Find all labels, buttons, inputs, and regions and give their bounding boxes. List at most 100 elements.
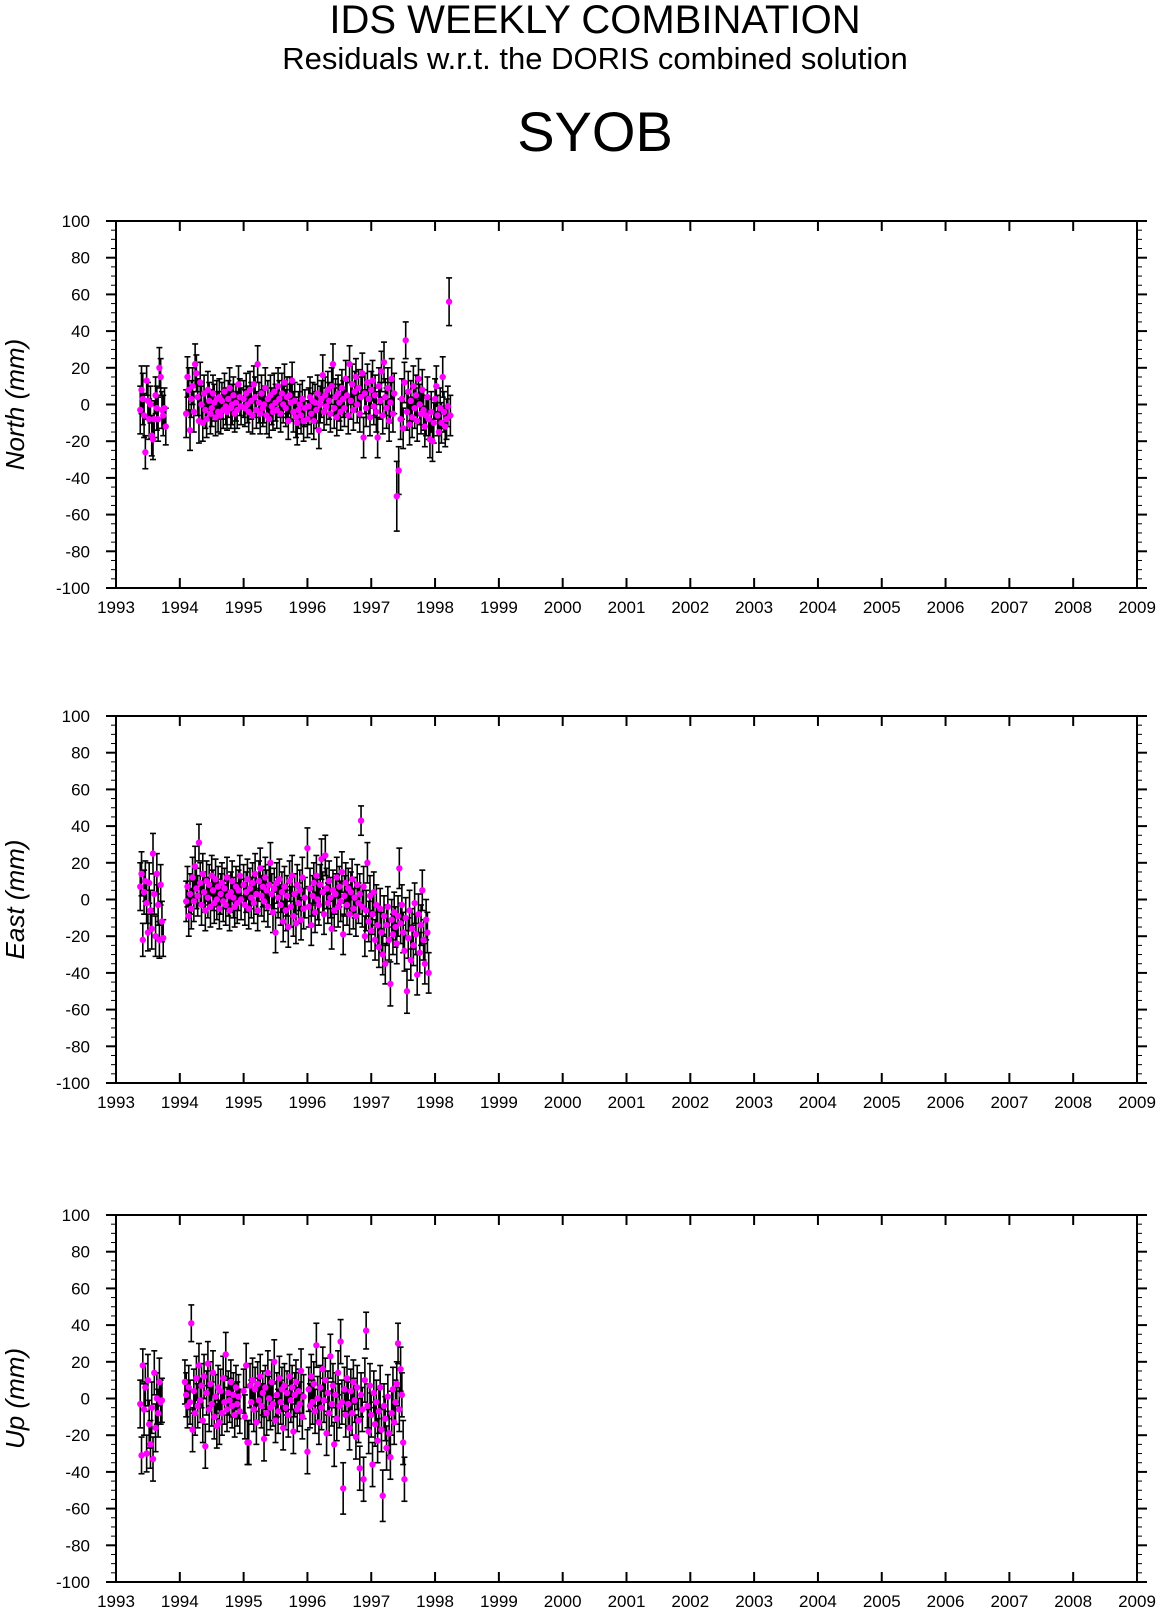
data-point [324,899,332,907]
data-point [319,1365,326,1373]
data-point [299,395,306,403]
data-point [408,925,416,933]
data-point [262,384,269,392]
data-point [379,1492,386,1499]
data-point [329,1382,337,1389]
data-point [373,408,380,416]
data-point [251,870,259,878]
data-point [145,1420,153,1428]
data-point [226,907,233,914]
data-point [311,909,319,916]
y-tick-label: 40 [71,817,90,836]
data-point [417,921,425,929]
data-point [370,888,378,896]
data-point [285,417,292,425]
data-point [407,397,415,405]
data-point [257,410,264,417]
data-point [246,386,254,394]
data-point [282,404,289,412]
y-tick-label: -80 [65,1536,90,1555]
data-point [325,1409,333,1417]
data-point [412,392,420,399]
page-subtitle: Residuals w.r.t. the DORIS combined solu… [282,41,908,76]
data-point [322,1376,329,1384]
data-point [258,390,265,397]
data-point [250,381,258,388]
data-point [308,410,315,417]
x-tick-label: 1999 [480,1093,518,1112]
data-point [191,360,199,368]
x-tick-label: 2001 [608,1592,646,1611]
data-point [356,410,363,417]
data-point [271,885,278,892]
data-point [235,1393,242,1400]
data-point [424,929,431,936]
data-point [228,1402,236,1410]
data-point [297,916,305,923]
data-point [444,403,452,410]
data-point [204,894,212,901]
data-point [328,925,335,933]
data-point [328,1400,335,1408]
data-point [147,907,154,914]
data-point [397,920,404,927]
data-point [308,1373,315,1380]
data-point [388,1409,395,1417]
x-tick-label: 1998 [416,1093,454,1112]
data-point [279,918,287,925]
data-point [322,392,329,399]
data-point [300,1393,307,1400]
x-tick-label: 2007 [990,1592,1028,1611]
data-point [225,1389,232,1397]
data-point [274,894,282,901]
data-point [362,1327,370,1334]
data-point [398,395,406,403]
data-point [204,386,212,394]
data-point [375,944,383,951]
y-axis-label: East (mm) [0,840,30,960]
data-point [351,1397,358,1404]
data-point [223,874,231,881]
data-point [286,392,293,399]
data-point [157,881,164,889]
data-point [154,415,162,423]
data-point [161,404,168,412]
data-point [217,1387,224,1395]
data-point [333,874,340,881]
data-point [200,888,208,896]
data-point [393,1380,400,1388]
data-point [227,888,235,896]
x-tick-label: 2004 [799,598,837,617]
x-tick-label: 2004 [799,1592,837,1611]
data-point [379,412,386,419]
data-point [276,876,283,883]
data-point [369,910,376,918]
data-point [315,426,323,434]
data-point [294,419,301,427]
data-point [439,373,446,381]
data-point [207,1380,214,1388]
x-tick-label: 2002 [671,1592,709,1611]
data-point [209,390,217,397]
data-point [376,397,384,405]
data-point [151,890,158,898]
y-tick-label: -40 [65,469,90,488]
data-point [288,872,296,879]
data-point [282,907,289,914]
data-point [242,1362,250,1369]
data-point [345,1400,352,1408]
data-point [230,1391,237,1399]
data-point [332,890,339,898]
data-point [333,1415,340,1422]
data-point [445,298,453,305]
data-point [241,1413,249,1421]
data-point [305,1386,312,1393]
data-point [185,1384,192,1391]
y-tick-label: 60 [71,1279,90,1298]
y-tick-label: 100 [62,212,90,231]
data-point [197,379,204,386]
data-point [160,412,167,419]
data-point [198,401,205,408]
data-point [264,1369,272,1377]
data-point [218,879,226,887]
